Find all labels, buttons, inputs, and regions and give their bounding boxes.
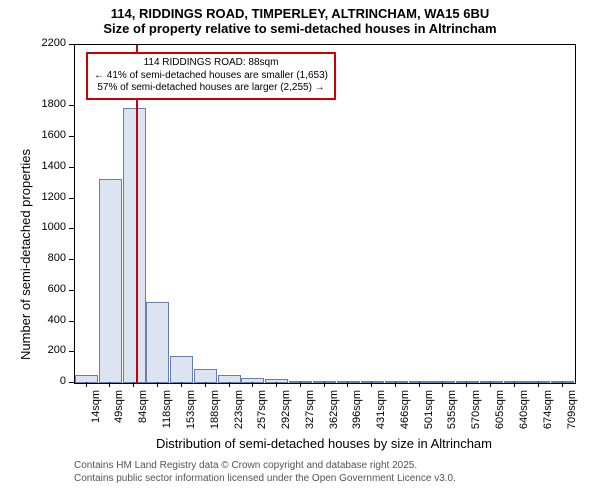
xtick-label: 674sqm — [542, 390, 554, 440]
ytick-label: 400 — [32, 314, 66, 326]
xtick-mark — [562, 382, 563, 387]
xtick-label: 327sqm — [304, 390, 316, 440]
ytick-label: 800 — [32, 252, 66, 264]
xtick-mark — [157, 382, 158, 387]
y-axis-label: Number of semi-detached properties — [18, 149, 33, 360]
histogram-bar — [504, 381, 527, 383]
ytick-label: 600 — [32, 283, 66, 295]
ytick-label: 1600 — [32, 129, 66, 141]
chart-title-line1: 114, RIDDINGS ROAD, TIMPERLEY, ALTRINCHA… — [0, 0, 600, 21]
ytick-mark — [69, 167, 74, 168]
xtick-label: 431sqm — [375, 390, 387, 440]
xtick-label: 188sqm — [209, 390, 221, 440]
ytick-label: 200 — [32, 344, 66, 356]
xtick-mark — [133, 382, 134, 387]
chart-container: 114, RIDDINGS ROAD, TIMPERLEY, ALTRINCHA… — [0, 0, 600, 500]
xtick-label: 396sqm — [351, 390, 363, 440]
histogram-bar — [551, 381, 574, 383]
chart-title-line2: Size of property relative to semi-detach… — [0, 21, 600, 36]
ytick-mark — [69, 351, 74, 352]
histogram-bar — [289, 381, 312, 383]
ytick-mark — [69, 382, 74, 383]
ytick-label: 1000 — [32, 221, 66, 233]
histogram-bar — [409, 381, 432, 383]
histogram-bar — [146, 302, 169, 383]
ytick-mark — [69, 198, 74, 199]
ytick-mark — [69, 44, 74, 45]
xtick-mark — [419, 382, 420, 387]
histogram-bar — [99, 179, 122, 383]
xtick-label: 223sqm — [233, 390, 245, 440]
xtick-mark — [395, 382, 396, 387]
histogram-bar — [194, 369, 217, 383]
xtick-mark — [276, 382, 277, 387]
ytick-mark — [69, 136, 74, 137]
xtick-label: 292sqm — [280, 390, 292, 440]
ytick-label: 1800 — [32, 98, 66, 110]
ytick-mark — [69, 290, 74, 291]
ytick-label: 1400 — [32, 160, 66, 172]
xtick-label: 153sqm — [185, 390, 197, 440]
histogram-bar — [265, 379, 288, 383]
xtick-mark — [181, 382, 182, 387]
histogram-bar — [241, 378, 264, 383]
histogram-bar — [337, 381, 360, 383]
credits: Contains HM Land Registry data © Crown c… — [74, 460, 456, 485]
xtick-mark — [229, 382, 230, 387]
ytick-mark — [69, 259, 74, 260]
ytick-label: 1200 — [32, 191, 66, 203]
xtick-mark — [252, 382, 253, 387]
xtick-label: 570sqm — [470, 390, 482, 440]
xtick-mark — [300, 382, 301, 387]
xtick-mark — [205, 382, 206, 387]
ytick-label: 2200 — [32, 37, 66, 49]
xtick-label: 640sqm — [518, 390, 530, 440]
histogram-bar — [385, 381, 408, 383]
xtick-label: 605sqm — [494, 390, 506, 440]
histogram-bar — [75, 375, 98, 383]
ytick-mark — [69, 321, 74, 322]
histogram-bar — [432, 381, 455, 383]
histogram-bar — [170, 356, 193, 383]
xtick-label: 118sqm — [161, 390, 173, 440]
annotation-line2: ← 41% of semi-detached houses are smalle… — [94, 70, 328, 83]
xtick-mark — [538, 382, 539, 387]
xtick-mark — [86, 382, 87, 387]
histogram-bar — [480, 381, 503, 383]
xtick-mark — [371, 382, 372, 387]
xtick-label: 501sqm — [423, 390, 435, 440]
xtick-mark — [347, 382, 348, 387]
annotation-line1: 114 RIDDINGS ROAD: 88sqm — [94, 57, 328, 70]
xtick-label: 84sqm — [137, 390, 149, 440]
annotation-line3: 57% of semi-detached houses are larger (… — [94, 82, 328, 95]
xtick-label: 14sqm — [90, 390, 102, 440]
xtick-mark — [109, 382, 110, 387]
credits-line1: Contains HM Land Registry data © Crown c… — [74, 460, 456, 473]
xtick-mark — [442, 382, 443, 387]
xtick-mark — [466, 382, 467, 387]
ytick-mark — [69, 228, 74, 229]
histogram-bar — [123, 108, 146, 383]
xtick-label: 535sqm — [446, 390, 458, 440]
ytick-mark — [69, 105, 74, 106]
histogram-bar — [313, 381, 336, 383]
histogram-bar — [456, 381, 479, 383]
xtick-label: 257sqm — [256, 390, 268, 440]
ytick-label: 0 — [32, 375, 66, 387]
xtick-mark — [490, 382, 491, 387]
histogram-bar — [218, 375, 241, 383]
annotation-box: 114 RIDDINGS ROAD: 88sqm← 41% of semi-de… — [86, 52, 336, 100]
xtick-label: 466sqm — [399, 390, 411, 440]
xtick-mark — [324, 382, 325, 387]
histogram-bar — [361, 381, 384, 383]
credits-line2: Contains public sector information licen… — [74, 473, 456, 486]
xtick-mark — [514, 382, 515, 387]
xtick-label: 709sqm — [566, 390, 578, 440]
xtick-label: 362sqm — [328, 390, 340, 440]
histogram-bar — [527, 381, 550, 383]
xtick-label: 49sqm — [113, 390, 125, 440]
